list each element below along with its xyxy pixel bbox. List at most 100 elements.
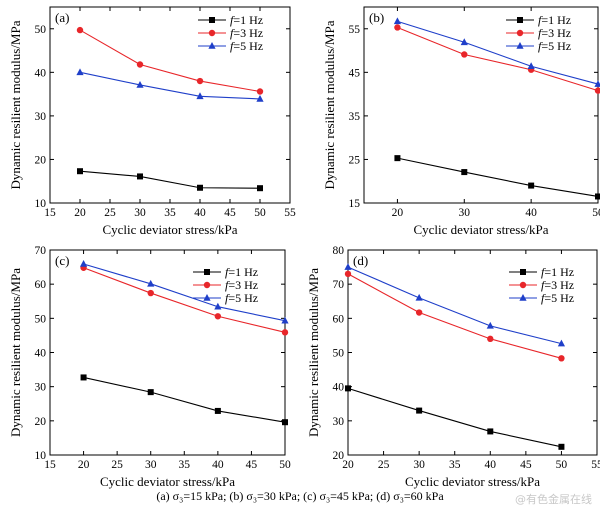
data-point <box>257 185 263 192</box>
data-point <box>487 428 494 435</box>
series-1 <box>80 374 288 426</box>
y-tick-label: 10 <box>35 450 47 462</box>
data-point <box>486 321 494 329</box>
series-line <box>397 157 599 198</box>
legend-marker <box>204 269 210 275</box>
y-axis-title: Dynamic resilient modulus/MPa <box>322 20 337 189</box>
y-tick-label: 80 <box>333 245 345 257</box>
x-tick-label: 50 <box>556 459 568 471</box>
y-tick-label: 60 <box>333 313 345 325</box>
x-tick-label: 25 <box>104 207 116 219</box>
series-3 <box>344 263 566 347</box>
series-line <box>79 71 261 100</box>
chart-panel-3: 15 20 25 30 35 40 45 50 10 20 30 40 50 60 70 Cyclic dev… <box>8 245 291 489</box>
legend-marker <box>516 42 524 49</box>
y-axis-title: Dynamic resilient modulus/MPa <box>8 268 23 437</box>
legend-label: f=5 Hz <box>541 291 574 305</box>
x-tick-label: 55 <box>284 207 296 219</box>
legend-label: f=3 Hz <box>230 26 263 40</box>
x-tick-label: 45 <box>224 207 236 219</box>
series-line <box>347 273 562 359</box>
data-point <box>136 80 144 88</box>
legend-label: f=5 Hz <box>230 39 263 53</box>
series-line <box>83 263 286 322</box>
data-point <box>394 24 401 31</box>
x-tick-label: 25 <box>378 459 390 471</box>
legend: f=1 Hzf=3 Hzf=5 Hz <box>193 265 258 305</box>
x-tick-label: 25 <box>111 459 123 471</box>
legend-marker <box>208 29 216 37</box>
legend-marker <box>519 294 527 301</box>
series-line <box>347 387 562 448</box>
x-tick-label: 20 <box>392 207 404 219</box>
y-tick-label: 40 <box>35 67 47 79</box>
y-tick-label: 40 <box>35 348 47 360</box>
series-line <box>397 20 599 85</box>
data-point <box>415 293 423 301</box>
legend-label: f=5 Hz <box>538 39 571 53</box>
y-tick-label: 45 <box>349 67 361 79</box>
x-tick-label: 45 <box>246 459 258 471</box>
legend-marker <box>203 281 211 289</box>
panel-label: (d) <box>353 253 368 268</box>
y-tick-label: 70 <box>333 279 345 291</box>
series-1 <box>345 385 565 450</box>
data-point <box>147 389 154 396</box>
legend-marker <box>516 29 524 37</box>
data-point <box>196 77 204 85</box>
legend-label: f=3 Hz <box>538 26 571 40</box>
y-tick-label: 15 <box>349 198 361 210</box>
x-tick-label: 30 <box>134 207 146 219</box>
data-point <box>594 87 600 94</box>
legend-marker <box>209 17 215 23</box>
data-point <box>558 355 565 362</box>
panel-label: (c) <box>55 253 69 268</box>
x-tick-label: 15 <box>44 459 56 471</box>
legend-label: f=3 Hz <box>225 278 258 292</box>
series-line <box>79 170 261 189</box>
data-point <box>214 313 222 320</box>
data-point <box>196 92 204 100</box>
plot-frame <box>363 6 599 204</box>
x-axis-title: Cyclic deviator stress/kPa <box>405 474 540 489</box>
y-tick-label: 30 <box>35 382 47 394</box>
chart-panel-1: 15 20 25 30 35 40 45 50 55 10 20 30 40 50 Cyclic devia… <box>8 6 296 237</box>
legend-label: f=1 Hz <box>541 265 574 279</box>
x-tick-label: 20 <box>78 459 90 471</box>
legend-label: f=1 Hz <box>225 265 258 279</box>
y-tick-label: 40 <box>333 382 345 394</box>
x-tick-label: 50 <box>279 459 291 471</box>
x-tick-label: 40 <box>485 459 497 471</box>
watermark: @有色金属在线 <box>515 493 592 506</box>
legend-marker <box>520 269 526 275</box>
panel-label: (b) <box>369 10 384 25</box>
legend-marker <box>203 294 211 301</box>
series-3 <box>79 260 289 324</box>
data-point <box>344 270 352 278</box>
data-point <box>595 193 600 200</box>
data-point <box>557 339 566 347</box>
data-point <box>461 51 468 58</box>
data-point <box>394 155 401 162</box>
y-axis-title: Dynamic resilient modulus/MPa <box>306 268 321 437</box>
chart-panel-4: 20 25 30 35 40 45 50 55 20 30 40 50 60 70 80 Cyclic dev… <box>306 245 600 489</box>
y-tick-label: 50 <box>35 24 47 36</box>
panel-label: (a) <box>55 10 69 25</box>
x-tick-label: 35 <box>164 207 176 219</box>
x-tick-label: 40 <box>525 207 537 219</box>
data-point <box>461 169 468 176</box>
y-tick-label: 20 <box>333 450 345 462</box>
y-tick-label: 50 <box>333 348 345 360</box>
y-tick-label: 20 <box>35 416 47 428</box>
data-point <box>281 329 289 336</box>
data-point <box>256 94 264 102</box>
legend: f=1 Hzf=3 Hzf=5 Hz <box>198 13 263 53</box>
x-tick-label: 15 <box>44 207 56 219</box>
figure-caption: (a) σ₃=15 kPa; (b) σ₃=30 kPa; (c) σ₃=45 … <box>156 489 444 503</box>
x-tick-label: 20 <box>342 459 354 471</box>
legend-label: f=1 Hz <box>538 13 571 27</box>
data-point <box>558 443 565 450</box>
data-point <box>528 182 535 189</box>
x-tick-label: 40 <box>194 207 206 219</box>
y-tick-label: 30 <box>333 416 345 428</box>
